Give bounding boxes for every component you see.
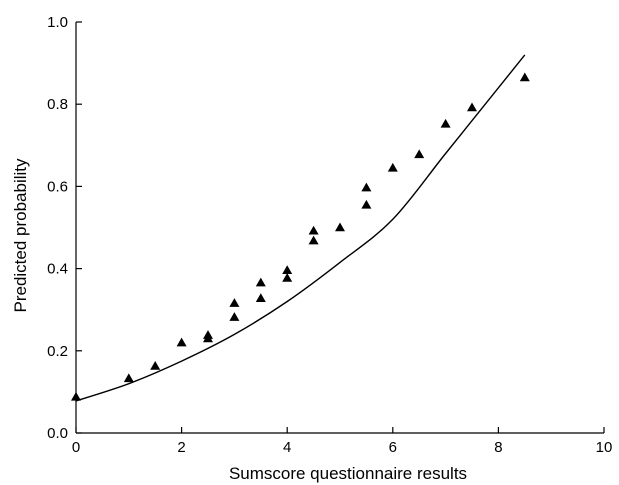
data-point-marker	[519, 72, 530, 82]
data-point-marker	[123, 373, 134, 383]
y-tick-label: 0.8	[47, 96, 68, 113]
axes	[75, 22, 604, 434]
data-point-marker	[150, 361, 161, 370]
data-point-marker	[335, 222, 345, 232]
x-ticks: 0 2 4 6 8 10	[72, 427, 613, 456]
data-point-marker	[282, 273, 293, 282]
data-point-marker	[361, 199, 372, 209]
x-tick-label: 2	[177, 439, 185, 456]
data-point-marker	[203, 330, 213, 339]
x-tick-label: 0	[72, 439, 80, 456]
x-tick-label: 6	[389, 439, 397, 456]
y-tick-label: 0.4	[47, 261, 68, 278]
data-point-marker	[414, 149, 425, 159]
data-point-marker	[255, 277, 266, 287]
data-point-marker	[308, 225, 319, 235]
data-point-marker	[229, 298, 240, 307]
data-point-marker	[361, 182, 372, 192]
y-tick-label: 0.2	[47, 343, 68, 360]
data-points	[71, 72, 530, 401]
data-point-marker	[387, 162, 398, 172]
data-point-marker	[71, 391, 81, 401]
x-tick-label: 10	[596, 439, 613, 456]
data-point-marker	[255, 293, 266, 302]
data-point-marker	[440, 118, 451, 128]
x-tick-label: 8	[494, 439, 502, 456]
y-tick-label: 1.0	[47, 14, 68, 31]
y-tick-label: 0.0	[47, 425, 68, 442]
data-point-marker	[176, 337, 187, 347]
data-point-marker	[229, 312, 240, 321]
x-axis-title: Sumscore questionnaire results	[229, 464, 467, 483]
fitted-curve-line	[75, 54, 526, 402]
y-axis-title: Predicted probability	[11, 158, 30, 313]
data-point-marker	[282, 265, 293, 274]
y-tick-label: 0.6	[47, 178, 68, 195]
data-point-marker	[308, 235, 319, 245]
x-tick-label: 4	[283, 439, 291, 456]
data-point-marker	[467, 102, 477, 112]
y-ticks: 0.0 0.2 0.4 0.6 0.8 1.0	[47, 14, 82, 442]
